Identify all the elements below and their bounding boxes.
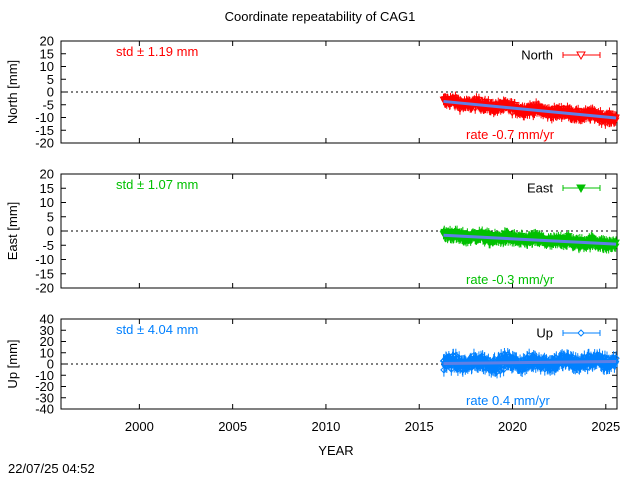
east-ytick-label: -10	[35, 252, 54, 267]
north-ytick-label: -5	[42, 97, 54, 112]
east-std-label: std ± 1.07 mm	[116, 177, 198, 192]
east-trend-line	[443, 233, 617, 246]
east-ytick-label: -15	[35, 266, 54, 281]
up-ytick-label: 10	[40, 345, 54, 360]
up-ytick-label: 30	[40, 323, 54, 338]
up-ytick-label: -10	[35, 368, 54, 383]
north-ytick-label: -15	[35, 123, 54, 138]
east-ytick-label: 20	[40, 167, 54, 182]
up-legend-label: Up	[536, 326, 553, 341]
up-point	[612, 354, 620, 362]
xtick-label: 2020	[498, 419, 527, 434]
timestamp: 22/07/25 04:52	[8, 461, 95, 476]
xtick-label: 2010	[311, 419, 340, 434]
east-ytick-label: -20	[35, 281, 54, 296]
x-axis-label: YEAR	[318, 443, 353, 458]
east-ytick-label: 5	[47, 209, 54, 224]
xtick-label: 2005	[218, 419, 247, 434]
north-rate-label: rate -0.7 mm/yr	[466, 127, 555, 142]
north-ytick-label: -20	[35, 136, 54, 151]
north-ytick-label: -10	[35, 110, 54, 125]
north-std-label: std ± 1.19 mm	[116, 44, 198, 59]
east-ytick-label: 10	[40, 195, 54, 210]
north-ytick-label: 20	[40, 34, 54, 49]
chart-title: Coordinate repeatability of CAG1	[225, 9, 416, 24]
east-ytick-label: 0	[47, 224, 54, 239]
north-legend-label: North	[521, 48, 553, 63]
east-legend-marker	[576, 184, 586, 194]
up-ytick-label: -20	[35, 379, 54, 394]
north-trend-line	[443, 99, 617, 120]
xtick-label: 2000	[125, 419, 154, 434]
up-std-label: std ± 4.04 mm	[116, 322, 198, 337]
xtick-label: 2025	[591, 419, 620, 434]
north-legend-marker	[576, 51, 586, 61]
east-ytick-label: 15	[40, 181, 54, 196]
north-ytick-label: 10	[40, 59, 54, 74]
up-trend-line	[443, 360, 617, 366]
up-y-axis-label: Up [mm]	[5, 339, 20, 388]
up-ytick-label: 40	[40, 312, 54, 327]
up-ytick-label: 0	[47, 357, 54, 372]
east-ytick-label: -5	[42, 238, 54, 253]
x-axis: 2000 2005 2010 2015 2020 2025	[125, 419, 620, 434]
up-point	[452, 351, 460, 360]
north-ytick-label: 0	[47, 85, 54, 100]
north-ytick-label: 15	[40, 46, 54, 61]
up-ytick-label: -30	[35, 390, 54, 405]
up-ytick-label: -40	[35, 402, 54, 417]
east-y-axis-label: East [mm]	[5, 202, 20, 261]
east-rate-label: rate -0.3 mm/yr	[466, 272, 555, 287]
up-legend-marker	[577, 329, 585, 337]
xtick-label: 2015	[405, 419, 434, 434]
east-legend-label: East	[527, 181, 553, 196]
north-y-axis-label: North [mm]	[5, 60, 20, 124]
up-ytick-label: 20	[40, 334, 54, 349]
north-ytick-label: 5	[47, 72, 54, 87]
up-rate-label: rate 0.4 mm/yr	[466, 393, 550, 408]
